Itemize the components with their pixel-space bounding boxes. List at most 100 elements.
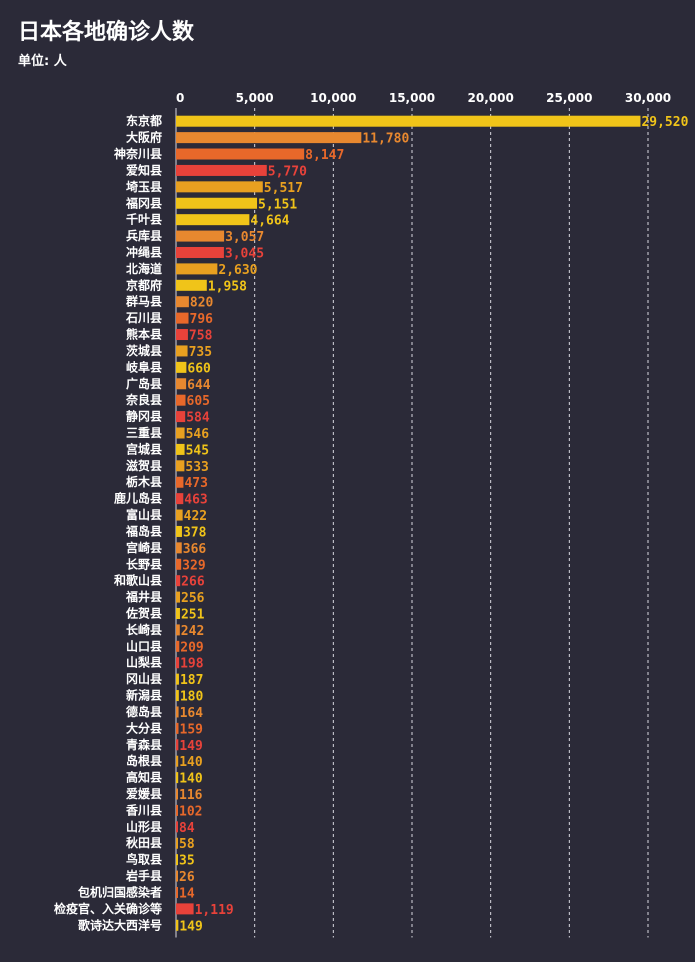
bar: [176, 509, 183, 521]
category-label: 佐贺县: [125, 606, 162, 621]
value-label: 378: [183, 525, 207, 540]
x-tick-label: 25,000: [546, 91, 592, 105]
value-label: 251: [181, 608, 205, 623]
value-label: 84: [179, 821, 195, 836]
value-label: 584: [186, 411, 210, 426]
value-label: 256: [181, 591, 205, 606]
value-label: 5,517: [264, 181, 303, 196]
x-axis-ticks: 0 5,000 10,000 15,000 20,000 25,000 30,000: [176, 91, 671, 105]
value-label: 422: [184, 509, 207, 524]
category-label: 茨城县: [126, 343, 162, 358]
bar: [176, 164, 267, 176]
value-label: 58: [179, 837, 195, 852]
bar: [176, 837, 178, 849]
bar: [176, 608, 180, 620]
category-label: 千叶县: [126, 212, 162, 227]
value-label: 463: [184, 493, 207, 508]
value-label: 180: [180, 690, 204, 705]
category-label: 长野县: [126, 556, 162, 571]
bar: [176, 903, 194, 915]
category-label: 爱媛县: [126, 786, 162, 801]
bar: [176, 246, 224, 258]
bar: [176, 230, 225, 242]
value-label: 159: [180, 722, 203, 737]
category-label: 山口县: [126, 638, 162, 653]
value-label: 473: [184, 476, 207, 491]
value-label: 140: [179, 755, 203, 770]
x-tick-label: 10,000: [310, 91, 356, 105]
category-label: 福冈县: [125, 195, 162, 210]
category-label: 山梨县: [126, 655, 162, 670]
value-label: 1,119: [195, 903, 234, 918]
category-label: 岛根县: [126, 753, 162, 768]
bar: [176, 460, 185, 472]
category-label: 广岛县: [126, 376, 162, 391]
value-label: 140: [179, 772, 203, 787]
bar: [176, 296, 189, 308]
value-label: 2,630: [218, 263, 257, 278]
value-label: 116: [179, 788, 203, 803]
category-label: 埼玉县: [126, 179, 162, 194]
category-label: 大阪府: [126, 130, 162, 145]
value-label: 1,958: [208, 279, 247, 294]
value-label: 266: [181, 575, 205, 590]
category-label: 东京都: [126, 113, 162, 128]
value-label: 149: [179, 919, 202, 934]
bar: [176, 690, 179, 702]
category-label: 和歌山县: [113, 573, 162, 588]
category-label: 包机归国感染者: [77, 884, 162, 899]
bars: [176, 115, 641, 931]
bar: [176, 378, 187, 390]
value-label: 820: [190, 296, 214, 311]
bar: [176, 476, 184, 488]
bar: [176, 214, 250, 226]
value-label: 209: [180, 640, 203, 655]
bar: [176, 755, 179, 767]
bar: [176, 706, 179, 718]
bar: [176, 657, 180, 669]
category-label: 冈山县: [126, 671, 162, 686]
value-label: 3,057: [225, 230, 264, 245]
value-label: 102: [179, 804, 202, 819]
value-label: 26: [179, 870, 195, 885]
value-label: 660: [187, 361, 211, 376]
bar: [176, 197, 258, 209]
category-label: 山形县: [126, 819, 162, 834]
bar: [176, 821, 178, 833]
category-label: 群马县: [125, 294, 162, 309]
bar: [176, 427, 185, 439]
category-label: 石川县: [125, 311, 162, 325]
bar: [176, 345, 188, 357]
bar: [176, 640, 180, 652]
value-label: 3,045: [225, 246, 264, 261]
x-tick-label: 20,000: [468, 91, 514, 105]
bar: [176, 329, 188, 341]
bar: [176, 804, 178, 816]
category-label: 岐阜县: [126, 359, 162, 374]
category-label: 鸟取县: [126, 852, 162, 867]
x-tick-label: 30,000: [625, 91, 671, 105]
category-label: 北海道: [126, 261, 162, 276]
category-label: 德岛县: [126, 704, 162, 719]
category-label: 栃木县: [126, 474, 162, 489]
bar: [176, 542, 182, 554]
category-label: 冲绳县: [126, 244, 162, 259]
value-label: 242: [181, 624, 204, 639]
category-label: 秋田县: [126, 835, 162, 850]
bar: [176, 788, 178, 800]
bar: [176, 673, 179, 685]
bar: [176, 493, 184, 505]
category-label: 鹿儿岛县: [114, 491, 162, 506]
bar: [176, 312, 189, 324]
category-label: 福井县: [125, 589, 162, 604]
category-label: 新潟县: [126, 688, 162, 703]
category-label: 奈良县: [125, 392, 162, 407]
value-label: 29,520: [641, 115, 688, 130]
chart-title: 日本各地确诊人数: [18, 20, 195, 45]
category-label: 宫崎县: [126, 540, 162, 555]
value-label: 545: [186, 443, 209, 458]
bar: [176, 411, 186, 423]
value-label: 187: [180, 673, 203, 688]
